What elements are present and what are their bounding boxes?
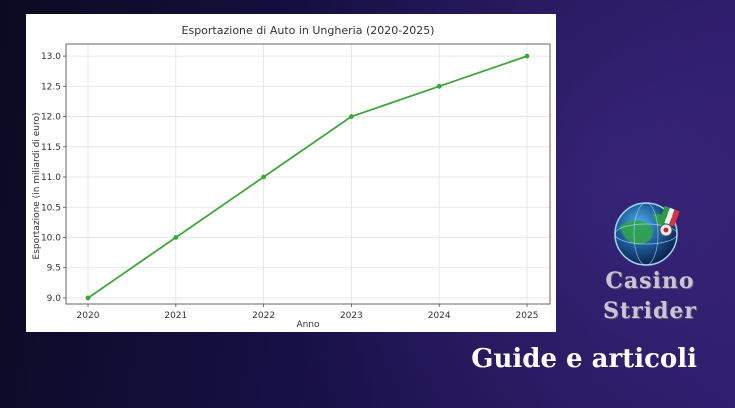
- axes: [63, 43, 551, 307]
- line-chart: 9.0 9.5 10.0 10.5 11.0 11.5 12.0 12.5 13.0 2020 20…: [32, 24, 551, 330]
- tick-labels: 9.0 9.5 10.0 10.5 11.0 11.5 12.0 12.5 13.0 2020 20…: [41, 52, 539, 321]
- brand-name-line2: Strider: [603, 298, 697, 324]
- y-tick-label: 9.5: [47, 264, 61, 274]
- data-point: [349, 114, 354, 119]
- globe-roulette-icon: [614, 202, 680, 266]
- data-point: [85, 295, 91, 301]
- series: [85, 53, 530, 301]
- brand-logo: Casino Strider: [590, 196, 710, 336]
- chart-card: 9.0 9.5 10.0 10.5 11.0 11.5 12.0 12.5 13.0 2020 20…: [26, 14, 556, 332]
- y-axis-label: Esportazione (in miliardi di euro): [32, 113, 42, 260]
- x-tick-label: 2025: [516, 311, 539, 321]
- x-tick-label: 2023: [340, 311, 363, 321]
- series-line: [87, 55, 528, 299]
- data-point: [524, 53, 530, 59]
- tagline: Guide e articoli: [471, 344, 697, 374]
- y-tick-label: 12.0: [41, 113, 61, 123]
- y-tick-label: 11.0: [41, 173, 61, 183]
- data-point: [436, 83, 442, 89]
- y-tick-label: 9.0: [47, 294, 62, 304]
- data-point: [261, 174, 266, 180]
- brand-name-line1: Casino: [605, 268, 695, 294]
- y-tick-label: 10.5: [41, 203, 61, 213]
- plot-frame: [65, 43, 551, 305]
- grid: [66, 44, 550, 304]
- x-tick-label: 2022: [252, 311, 275, 321]
- y-tick-label: 11.5: [41, 143, 61, 153]
- x-tick-label: 2024: [428, 311, 451, 321]
- x-tick-label: 2021: [164, 311, 187, 321]
- y-tick-label: 12.5: [41, 82, 61, 92]
- y-tick-label: 10.0: [41, 233, 61, 243]
- x-tick-label: 2020: [77, 311, 100, 321]
- data-point: [173, 235, 179, 240]
- x-axis-label: Anno: [296, 320, 320, 330]
- chart-title: Esportazione di Auto in Ungheria (2020-2…: [182, 24, 435, 37]
- y-tick-label: 13.0: [41, 52, 61, 62]
